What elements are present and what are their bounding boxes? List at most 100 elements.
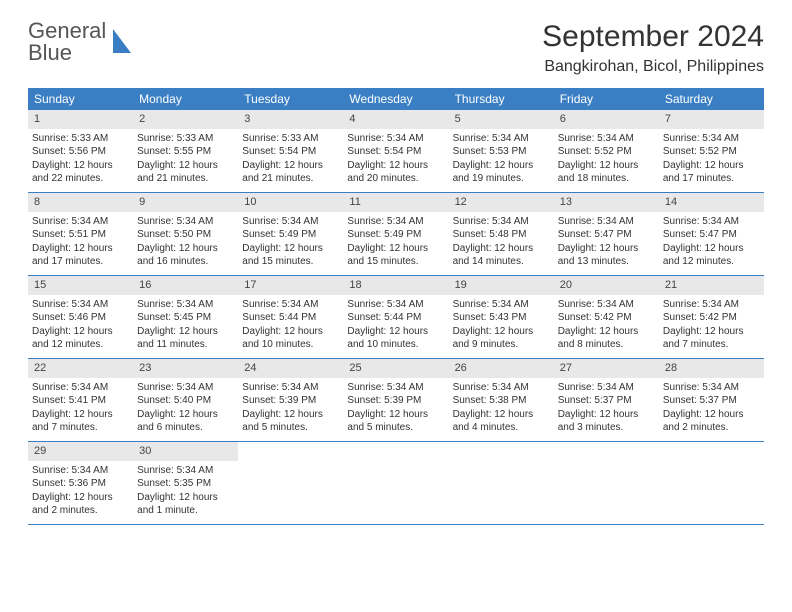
month-title: September 2024	[542, 20, 764, 54]
sunset-text: Sunset: 5:46 PM	[32, 311, 129, 325]
day-number-row: 6	[554, 110, 659, 129]
day-number-row: 1	[28, 110, 133, 129]
day-number: 15	[34, 279, 46, 291]
sunrise-text: Sunrise: 5:33 AM	[242, 132, 339, 146]
daylight-text: Daylight: 12 hours and 12 minutes.	[32, 325, 129, 352]
sunset-text: Sunset: 5:37 PM	[558, 394, 655, 408]
sunset-text: Sunset: 5:44 PM	[242, 311, 339, 325]
sunrise-text: Sunrise: 5:34 AM	[558, 215, 655, 229]
sunset-text: Sunset: 5:39 PM	[242, 394, 339, 408]
day-number-row: 18	[343, 276, 448, 295]
weekday-header: Saturday	[659, 88, 764, 110]
calendar-day: 11Sunrise: 5:34 AMSunset: 5:49 PMDayligh…	[343, 193, 448, 275]
day-number: 10	[244, 196, 256, 208]
daylight-text: Daylight: 12 hours and 19 minutes.	[453, 159, 550, 186]
day-number: 23	[139, 362, 151, 374]
calendar-day	[449, 442, 554, 524]
weekday-header: Friday	[554, 88, 659, 110]
day-number-row: 11	[343, 193, 448, 212]
day-number: 8	[34, 196, 40, 208]
daylight-text: Daylight: 12 hours and 2 minutes.	[32, 491, 129, 518]
calendar-week: 15Sunrise: 5:34 AMSunset: 5:46 PMDayligh…	[28, 276, 764, 359]
daylight-text: Daylight: 12 hours and 10 minutes.	[242, 325, 339, 352]
day-number: 20	[560, 279, 572, 291]
calendar-day: 9Sunrise: 5:34 AMSunset: 5:50 PMDaylight…	[133, 193, 238, 275]
calendar-day: 23Sunrise: 5:34 AMSunset: 5:40 PMDayligh…	[133, 359, 238, 441]
day-number: 4	[349, 113, 355, 125]
day-number: 22	[34, 362, 46, 374]
calendar-day: 7Sunrise: 5:34 AMSunset: 5:52 PMDaylight…	[659, 110, 764, 192]
day-number-row: 4	[343, 110, 448, 129]
sunset-text: Sunset: 5:54 PM	[347, 145, 444, 159]
calendar-week: 8 Sunrise: 5:34 AM Sunset: 5:51 PM Daylight…	[28, 193, 764, 276]
day-number-row: 5	[449, 110, 554, 129]
sunset-text: Sunset: 5:39 PM	[347, 394, 444, 408]
sunset-text: Sunset: 5:47 PM	[663, 228, 760, 242]
day-number-row: 24	[238, 359, 343, 378]
daylight-text: Daylight: 12 hours and 10 minutes.	[347, 325, 444, 352]
calendar-day: 22Sunrise: 5:34 AMSunset: 5:41 PMDayligh…	[28, 359, 133, 441]
sunset-text: Sunset: 5:53 PM	[453, 145, 550, 159]
sunrise-text: Sunrise: 5:34 AM	[663, 132, 760, 146]
day-number-row: 20	[554, 276, 659, 295]
calendar-day: 27Sunrise: 5:34 AMSunset: 5:37 PMDayligh…	[554, 359, 659, 441]
weekday-header-row: SundayMondayTuesdayWednesdayThursdayFrid…	[28, 88, 764, 110]
daylight-text: Daylight: 12 hours and 9 minutes.	[453, 325, 550, 352]
sunrise-text: Sunrise: 5:34 AM	[453, 132, 550, 146]
day-number-row: 3	[238, 110, 343, 129]
calendar-day: 26Sunrise: 5:34 AMSunset: 5:38 PMDayligh…	[449, 359, 554, 441]
calendar-day	[554, 442, 659, 524]
calendar-day: 14Sunrise: 5:34 AMSunset: 5:47 PMDayligh…	[659, 193, 764, 275]
calendar-day: 4Sunrise: 5:34 AMSunset: 5:54 PMDaylight…	[343, 110, 448, 192]
daylight-text: Daylight: 12 hours and 12 minutes.	[663, 242, 760, 269]
day-number: 27	[560, 362, 572, 374]
day-number: 29	[34, 445, 46, 457]
sunrise-text: Sunrise: 5:34 AM	[32, 381, 129, 395]
daylight-text: Daylight: 12 hours and 13 minutes.	[558, 242, 655, 269]
day-number-row: 23	[133, 359, 238, 378]
daylight-text: Daylight: 12 hours and 18 minutes.	[558, 159, 655, 186]
sunset-text: Sunset: 5:52 PM	[663, 145, 760, 159]
daylight-text: Daylight: 12 hours and 20 minutes.	[347, 159, 444, 186]
sunset-text: Sunset: 5:38 PM	[453, 394, 550, 408]
daylight-text: Daylight: 12 hours and 15 minutes.	[347, 242, 444, 269]
title-block: September 2024 Bangkirohan, Bicol, Phili…	[542, 20, 764, 76]
daylight-text: Daylight: 12 hours and 15 minutes.	[242, 242, 339, 269]
sunrise-text: Sunrise: 5:33 AM	[137, 132, 234, 146]
sunset-text: Sunset: 5:48 PM	[453, 228, 550, 242]
daylight-text: Daylight: 12 hours and 5 minutes.	[242, 408, 339, 435]
calendar-day: 2Sunrise: 5:33 AMSunset: 5:55 PMDaylight…	[133, 110, 238, 192]
weekday-header: Tuesday	[238, 88, 343, 110]
day-number-row: 21	[659, 276, 764, 295]
weekday-header: Thursday	[449, 88, 554, 110]
sunset-text: Sunset: 5:44 PM	[347, 311, 444, 325]
day-number-row: 27	[554, 359, 659, 378]
sunrise-text: Sunrise: 5:34 AM	[558, 132, 655, 146]
day-number-row: 15	[28, 276, 133, 295]
calendar-day: 8Sunrise: 5:34 AMSunset: 5:51 PMDaylight…	[28, 193, 133, 275]
location-text: Bangkirohan, Bicol, Philippines	[542, 58, 764, 76]
daylight-text: Daylight: 12 hours and 7 minutes.	[663, 325, 760, 352]
sunset-text: Sunset: 5:52 PM	[558, 145, 655, 159]
sunset-text: Sunset: 5:35 PM	[137, 477, 234, 491]
sunset-text: Sunset: 5:51 PM	[32, 228, 129, 242]
daylight-text: Daylight: 12 hours and 22 minutes.	[32, 159, 129, 186]
day-number-row: 28	[659, 359, 764, 378]
brand-logo: General Blue	[28, 20, 135, 64]
day-number: 21	[665, 279, 677, 291]
day-number: 3	[244, 113, 250, 125]
day-number-row: 25	[343, 359, 448, 378]
sunrise-text: Sunrise: 5:34 AM	[137, 464, 234, 478]
daylight-text: Daylight: 12 hours and 14 minutes.	[453, 242, 550, 269]
calendar-day: 3Sunrise: 5:33 AMSunset: 5:54 PMDaylight…	[238, 110, 343, 192]
weekday-header: Monday	[133, 88, 238, 110]
calendar-week: 22Sunrise: 5:34 AMSunset: 5:41 PMDayligh…	[28, 359, 764, 442]
sunrise-text: Sunrise: 5:34 AM	[242, 298, 339, 312]
calendar-day: 1Sunrise: 5:33 AMSunset: 5:56 PMDaylight…	[28, 110, 133, 192]
sunrise-text: Sunrise: 5:34 AM	[453, 215, 550, 229]
calendar-day: 5 Sunrise: 5:34 AMSunset: 5:53 PMDaylight…	[449, 110, 554, 192]
day-number-row: 16	[133, 276, 238, 295]
calendar-day: 21Sunrise: 5:34 AMSunset: 5:42 PMDayligh…	[659, 276, 764, 358]
calendar-week: 29Sunrise: 5:34 AMSunset: 5:36 PMDayligh…	[28, 442, 764, 525]
day-number: 2	[139, 113, 145, 125]
